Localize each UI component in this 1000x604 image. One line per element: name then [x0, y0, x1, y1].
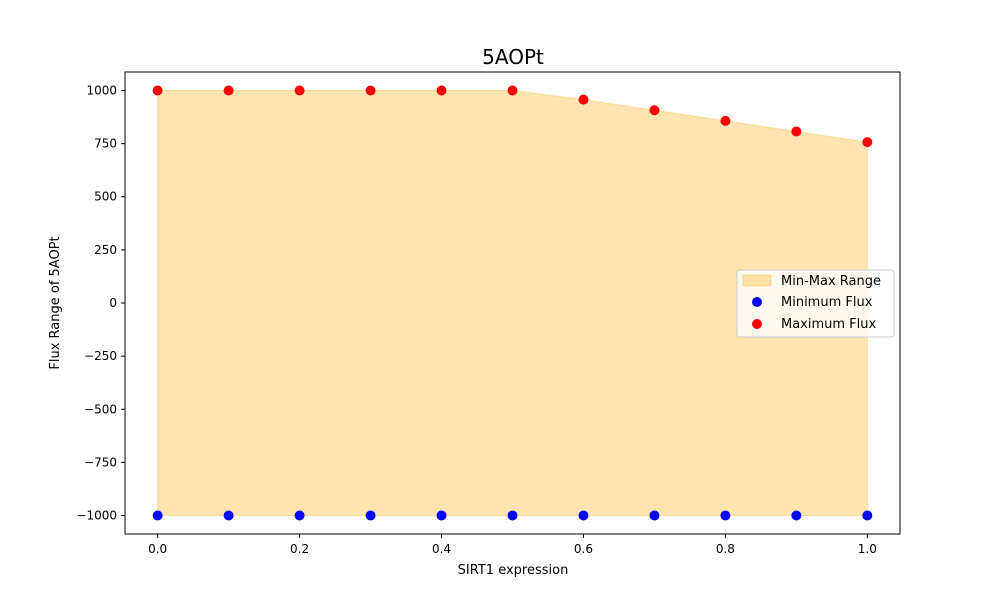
legend-box: [736, 269, 895, 338]
y-tick-label: 1000: [86, 83, 117, 97]
maximum-flux-point: [649, 105, 660, 116]
legend: Min-Max Range Minimum Flux Maximum Flux: [736, 269, 895, 338]
legend-marker-minimum-flux: [752, 297, 762, 307]
x-tick-label: 0.8: [716, 542, 735, 556]
y-tick-label: 750: [94, 137, 117, 151]
x-tick-label: 0.0: [148, 542, 167, 556]
minimum-flux-point: [507, 510, 518, 521]
minimum-flux-point: [436, 510, 447, 521]
plot-area: [152, 85, 873, 521]
x-tick-label: 0.4: [432, 542, 451, 556]
minimum-flux-point: [152, 510, 163, 521]
legend-label-maximum-flux: Maximum Flux: [781, 317, 877, 332]
maximum-flux-point: [507, 85, 518, 96]
legend-marker-maximum-flux: [752, 319, 762, 329]
chart-title: 5AOPt: [482, 45, 544, 69]
y-tick-label: 250: [94, 243, 117, 257]
y-axis: −1000 −750 −500 −250 0 250 500 750 1000: [76, 83, 125, 523]
x-axis: 0.0 0.2 0.4 0.6 0.8 1.0: [148, 534, 877, 556]
y-tick-label: 500: [94, 190, 117, 204]
legend-label-min-max-range: Min-Max Range: [781, 274, 881, 289]
legend-label-minimum-flux: Minimum Flux: [781, 295, 873, 310]
y-axis-label: Flux Range of 5AOPt: [48, 236, 63, 369]
legend-swatch-min-max-range: [742, 274, 772, 287]
maximum-flux-point: [152, 85, 163, 96]
x-tick-label: 0.6: [574, 542, 593, 556]
maximum-flux-point: [862, 137, 873, 148]
y-tick-label: −250: [84, 349, 117, 363]
maximum-flux-point: [365, 85, 376, 96]
maximum-flux-point: [578, 94, 589, 105]
x-tick-label: 0.2: [290, 542, 309, 556]
minimum-flux-point: [720, 510, 731, 521]
maximum-flux-point: [791, 126, 802, 137]
y-tick-label: −500: [84, 402, 117, 416]
minimum-flux-point: [223, 510, 234, 521]
x-axis-label: SIRT1 expression: [458, 563, 569, 578]
x-tick-label: 1.0: [858, 542, 877, 556]
maximum-flux-point: [223, 85, 234, 96]
minimum-flux-point: [791, 510, 802, 521]
minimum-flux-point: [649, 510, 660, 521]
y-tick-label: −750: [84, 455, 117, 469]
maximum-flux-point: [436, 85, 447, 96]
minimum-flux-point: [578, 510, 589, 521]
maximum-flux-point: [720, 115, 731, 126]
minimum-flux-point: [294, 510, 305, 521]
y-tick-label: −1000: [76, 509, 117, 523]
y-tick-label: 0: [109, 296, 117, 310]
maximum-flux-point: [294, 85, 305, 96]
minimum-flux-point: [862, 510, 873, 521]
minimum-flux-point: [365, 510, 376, 521]
